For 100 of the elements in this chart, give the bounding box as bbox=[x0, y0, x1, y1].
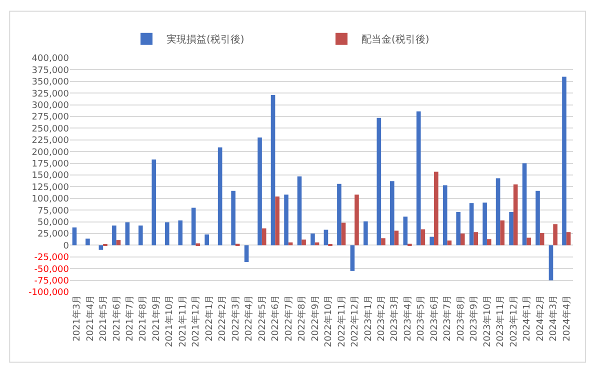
bar bbox=[218, 147, 222, 246]
x-tick-label: 2021年8月 bbox=[138, 294, 149, 342]
bar bbox=[262, 228, 266, 246]
y-tick-label: 375,000 bbox=[32, 66, 70, 76]
x-tick-label: 2022年1月 bbox=[204, 294, 215, 342]
bar bbox=[125, 222, 130, 246]
x-tick-label: 2024年2月 bbox=[534, 294, 546, 342]
x-tick-label: 2022年8月 bbox=[296, 294, 308, 342]
y-tick-label: -75,000 bbox=[34, 276, 70, 286]
bar bbox=[270, 94, 276, 246]
y-tick-label: 175,000 bbox=[32, 159, 70, 170]
bar bbox=[376, 118, 382, 246]
x-tick-label: 2022年7月 bbox=[283, 294, 294, 342]
bar bbox=[284, 194, 288, 246]
x-tick-label: 2021年11月 bbox=[177, 294, 188, 348]
x-tick-label: 2022年4月 bbox=[244, 294, 255, 342]
y-tick-label: 75,000 bbox=[38, 206, 70, 216]
x-tick-label: 2021年6月 bbox=[111, 294, 122, 342]
y-tick-label: 225,000 bbox=[32, 136, 70, 146]
bar bbox=[403, 216, 408, 246]
x-tick-label: 2023年6月 bbox=[428, 294, 440, 342]
bar bbox=[553, 224, 558, 246]
bar bbox=[350, 245, 355, 271]
bar bbox=[354, 194, 359, 246]
bar bbox=[152, 160, 156, 246]
y-tick-label: 400,000 bbox=[32, 54, 70, 64]
x-tick-label: 2023年12月 bbox=[508, 294, 520, 348]
bar bbox=[513, 184, 518, 246]
x-tick-label: 2021年3月 bbox=[72, 294, 83, 342]
x-tick-label: 2021年7月 bbox=[124, 294, 136, 342]
x-tick-label: 2023年5月 bbox=[416, 294, 427, 342]
y-tick-label: -25,000 bbox=[34, 253, 70, 264]
bar bbox=[434, 172, 438, 246]
x-tick-label: 2021年10月 bbox=[164, 294, 176, 348]
x-tick-label: 2021年9月 bbox=[150, 294, 162, 342]
bar bbox=[526, 238, 531, 246]
bar bbox=[302, 240, 306, 246]
y-tick-label: 200,000 bbox=[32, 148, 70, 158]
x-tick-label: 2023年1月 bbox=[362, 294, 374, 342]
bar bbox=[138, 226, 143, 246]
bar bbox=[447, 240, 452, 246]
bar bbox=[258, 138, 262, 246]
y-tick-label: 300,000 bbox=[32, 100, 70, 111]
y-tick-label: 325,000 bbox=[32, 89, 70, 100]
bar bbox=[231, 190, 236, 246]
y-tick-label: 250,000 bbox=[32, 124, 70, 134]
bar bbox=[364, 221, 368, 246]
y-tick-label: 25,000 bbox=[38, 230, 70, 240]
bar bbox=[98, 245, 104, 250]
y-tick-label: -50,000 bbox=[34, 264, 70, 275]
bar bbox=[566, 232, 571, 246]
x-tick-label: 2023年10月 bbox=[482, 294, 493, 348]
bar bbox=[164, 222, 170, 246]
bar bbox=[442, 185, 448, 246]
bar bbox=[297, 176, 302, 246]
y-tick-label: 350,000 bbox=[32, 78, 70, 88]
x-tick-label: 2024年4月 bbox=[561, 294, 572, 342]
bar bbox=[469, 203, 474, 246]
x-tick-label: 2022年2月 bbox=[217, 294, 228, 342]
bar bbox=[548, 245, 554, 280]
x-tick-label: 2024年1月 bbox=[522, 294, 533, 342]
bar bbox=[337, 184, 342, 246]
x-tick-label: 2024年3月 bbox=[548, 294, 560, 342]
bar bbox=[178, 220, 183, 246]
bar bbox=[112, 226, 116, 246]
x-tick-label: 2023年8月 bbox=[455, 294, 466, 342]
x-tick-label: 2021年5月 bbox=[98, 294, 110, 342]
legend-label: 配当金(税引後) bbox=[362, 34, 430, 46]
x-tick-label: 2023年3月 bbox=[389, 294, 400, 342]
y-tick-label: 0 bbox=[63, 241, 70, 252]
x-tick-label: 2022年12月 bbox=[350, 294, 361, 348]
x-tick-label: 2021年12月 bbox=[190, 294, 202, 348]
bar bbox=[509, 212, 514, 246]
bar bbox=[191, 208, 196, 246]
y-tick-label: 100,000 bbox=[32, 194, 70, 205]
x-tick-label: 2023年4月 bbox=[402, 294, 414, 342]
y-tick-label: 50,000 bbox=[38, 218, 70, 228]
bar bbox=[540, 233, 544, 246]
x-tick-label: 2023年11月 bbox=[495, 294, 506, 348]
bar bbox=[474, 232, 478, 246]
x-tick-label: 2022年10月 bbox=[323, 294, 334, 348]
bar bbox=[416, 111, 421, 246]
bar bbox=[482, 202, 487, 246]
bar bbox=[341, 222, 346, 246]
x-tick-label: 2022年11月 bbox=[336, 294, 348, 348]
x-tick-label: 2022年9月 bbox=[310, 294, 321, 342]
bar bbox=[390, 181, 394, 246]
y-tick-label: 150,000 bbox=[32, 171, 70, 182]
bar bbox=[72, 227, 77, 246]
bar bbox=[310, 234, 315, 246]
bar bbox=[500, 220, 504, 246]
x-tick-label: 2023年7月 bbox=[442, 294, 454, 342]
x-tick-label: 2021年4月 bbox=[84, 294, 96, 342]
bar bbox=[460, 234, 465, 246]
x-tick-label: 2023年2月 bbox=[376, 294, 387, 342]
bar bbox=[486, 239, 492, 246]
bar bbox=[244, 245, 249, 262]
bar bbox=[522, 163, 527, 246]
bar bbox=[562, 76, 566, 246]
bar bbox=[394, 230, 399, 246]
